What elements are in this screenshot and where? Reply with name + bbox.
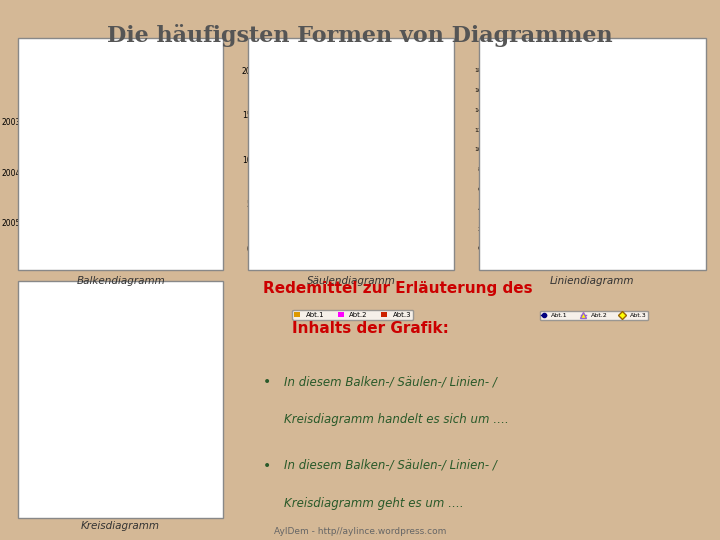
Bar bbox=[25, 230, 131, 243]
Text: Kreisdiagramm: Kreisdiagramm bbox=[81, 521, 160, 531]
Abt.2 bbox=[688, 106, 696, 113]
Bar bbox=[25, 114, 87, 128]
Bar bbox=[25, 179, 104, 192]
Legend: Abt.1, Abt.2, Abt.3: Abt.1, Abt.2, Abt.3 bbox=[62, 302, 183, 313]
Text: 33%: 33% bbox=[73, 350, 90, 360]
Legend: 2003, 2001, 2005: 2003, 2001, 2005 bbox=[61, 503, 180, 513]
Bar bbox=[25, 152, 96, 165]
Text: •: • bbox=[263, 459, 271, 473]
Text: 47%: 47% bbox=[89, 448, 107, 457]
Bar bbox=[25, 165, 140, 179]
Text: Kreisdiagramm handelt es sich um ….: Kreisdiagramm handelt es sich um …. bbox=[284, 413, 509, 426]
Text: Liniendiagramm: Liniendiagramm bbox=[550, 275, 634, 286]
Bar bbox=[408, 106, 425, 248]
Bar bbox=[345, 124, 361, 248]
Wedge shape bbox=[87, 352, 185, 464]
Line: Abt.3: Abt.3 bbox=[493, 97, 695, 201]
Abt.2 bbox=[492, 215, 500, 222]
Abt.2 bbox=[649, 156, 657, 163]
Abt.1 bbox=[688, 136, 696, 143]
Legend: Abt.1, Abt.2, Abt.3: Abt.1, Abt.2, Abt.3 bbox=[292, 309, 413, 320]
Text: Balkendiagramm: Balkendiagramm bbox=[76, 275, 165, 286]
Text: •: • bbox=[263, 375, 271, 389]
Bar bbox=[425, 141, 441, 248]
Wedge shape bbox=[88, 335, 164, 400]
Bar bbox=[25, 128, 114, 141]
Abt.3 bbox=[492, 195, 500, 202]
Abt.1 bbox=[492, 225, 500, 232]
Title: Abt.4: Abt.4 bbox=[106, 308, 135, 318]
Bar bbox=[392, 195, 408, 248]
Bar bbox=[297, 168, 314, 248]
Bar bbox=[361, 177, 377, 248]
Line: Abt.1: Abt.1 bbox=[494, 137, 694, 231]
Bar bbox=[25, 203, 87, 217]
Wedge shape bbox=[56, 343, 120, 455]
Text: AylDem - http//aylince.wordpress.com: AylDem - http//aylince.wordpress.com bbox=[274, 526, 446, 536]
Text: Inhalts der Grafik:: Inhalts der Grafik: bbox=[292, 321, 449, 336]
Text: -20%: -20% bbox=[159, 393, 179, 402]
Legend: Abt.1, Abt.2, Abt.3: Abt.1, Abt.2, Abt.3 bbox=[539, 311, 649, 320]
Bar bbox=[264, 204, 281, 248]
Text: Säulendiagramm: Säulendiagramm bbox=[307, 275, 395, 286]
Abt.1 bbox=[649, 166, 657, 172]
Bar bbox=[25, 217, 140, 230]
Abt.3 bbox=[649, 176, 657, 183]
Bar bbox=[281, 141, 297, 248]
Text: In diesem Balken-/ Säulen-/ Linien- /: In diesem Balken-/ Säulen-/ Linien- / bbox=[284, 459, 498, 472]
Text: Redemittel zur Erläuterung des: Redemittel zur Erläuterung des bbox=[263, 281, 532, 296]
Bar bbox=[25, 102, 69, 114]
Line: Abt.2: Abt.2 bbox=[493, 107, 695, 221]
Text: Die häufigsten Formen von Diagrammen: Die häufigsten Formen von Diagrammen bbox=[107, 24, 613, 48]
Abt.3 bbox=[688, 97, 696, 103]
Text: In diesem Balken-/ Säulen-/ Linien- /: In diesem Balken-/ Säulen-/ Linien- / bbox=[284, 375, 498, 388]
Bar bbox=[328, 186, 345, 248]
Text: Kreisdiagramm geht es um ….: Kreisdiagramm geht es um …. bbox=[284, 497, 464, 510]
